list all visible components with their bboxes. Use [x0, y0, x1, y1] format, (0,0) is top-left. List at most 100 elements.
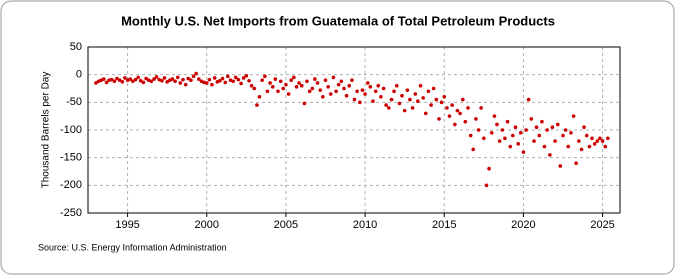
data-point: [365, 81, 370, 85]
data-point: [495, 122, 499, 127]
data-point: [257, 95, 262, 99]
data-point: [371, 99, 375, 104]
data-point: [453, 122, 457, 127]
data-point: [363, 92, 367, 96]
data-point: [178, 81, 183, 85]
data-point: [197, 77, 201, 81]
data-point: [503, 136, 507, 141]
data-point: [511, 133, 515, 138]
data-point: [344, 93, 349, 98]
y-tick-label: -50: [66, 96, 82, 108]
data-point: [577, 139, 581, 143]
data-point: [447, 114, 452, 118]
data-point: [442, 95, 447, 99]
data-point: [276, 89, 280, 94]
data-point: [561, 133, 565, 138]
data-point: [466, 106, 470, 110]
data-point: [255, 103, 259, 107]
data-point: [392, 89, 396, 94]
data-point: [450, 103, 454, 107]
data-point: [558, 164, 563, 168]
data-point: [350, 78, 354, 82]
data-point: [223, 80, 228, 85]
data-point: [423, 111, 428, 116]
data-point: [474, 117, 478, 121]
data-point: [263, 74, 267, 79]
data-point: [99, 78, 103, 82]
data-point: [421, 96, 425, 100]
data-point: [587, 144, 592, 149]
data-point: [431, 86, 436, 91]
data-point: [183, 82, 188, 87]
data-point: [497, 139, 502, 143]
data-point: [249, 83, 254, 88]
data-point: [336, 82, 341, 87]
data-point: [505, 119, 510, 124]
data-point: [513, 125, 518, 130]
data-point: [455, 108, 460, 113]
data-point: [373, 89, 378, 94]
data-point: [603, 144, 608, 149]
y-tick-label: -150: [60, 152, 82, 164]
data-point: [445, 106, 449, 110]
data-point: [381, 86, 386, 91]
data-point: [492, 114, 497, 118]
data-point: [146, 78, 151, 82]
data-point: [384, 103, 388, 107]
data-point: [352, 97, 357, 102]
data-point: [548, 153, 552, 157]
data-point: [302, 101, 307, 106]
x-tick-label: 2010: [353, 219, 377, 231]
data-point: [281, 86, 286, 91]
data-point: [394, 83, 399, 88]
data-point: [131, 79, 135, 84]
data-point: [355, 89, 359, 94]
data-point: [416, 99, 420, 104]
data-point: [429, 103, 433, 107]
data-point: [128, 77, 133, 81]
data-point: [109, 77, 114, 82]
data-point: [299, 83, 304, 88]
data-point: [115, 76, 119, 81]
data-point: [592, 142, 597, 146]
data-point: [387, 106, 391, 110]
data-point: [434, 97, 439, 102]
data-point: [284, 82, 288, 87]
chart-title: Monthly U.S. Net Imports from Guatemala …: [121, 13, 555, 28]
data-point: [571, 114, 576, 118]
data-point: [598, 136, 602, 141]
source-note: Source: U.S. Energy Information Administ…: [38, 242, 227, 252]
data-point: [297, 81, 301, 85]
data-point: [534, 125, 539, 130]
data-point: [400, 93, 404, 98]
x-tick-label: 2025: [590, 219, 614, 231]
data-point: [376, 83, 381, 88]
data-point: [265, 89, 270, 94]
data-point: [189, 78, 193, 82]
data-point: [226, 74, 230, 79]
data-point: [136, 75, 140, 80]
data-point: [347, 83, 352, 88]
data-point: [569, 130, 573, 135]
data-point: [107, 78, 111, 82]
data-point: [563, 128, 568, 132]
data-point: [537, 133, 542, 138]
data-point: [292, 75, 296, 80]
data-point: [405, 88, 410, 92]
data-point: [358, 100, 362, 105]
data-point: [289, 78, 293, 82]
data-point: [437, 117, 441, 121]
data-point: [175, 75, 180, 80]
data-point: [313, 77, 317, 81]
data-point: [584, 133, 589, 138]
data-point: [526, 97, 531, 102]
data-point: [307, 89, 312, 94]
data-point: [239, 81, 243, 86]
data-point: [582, 125, 586, 130]
data-point: [439, 100, 444, 105]
data-point: [102, 77, 106, 81]
data-point: [553, 139, 557, 143]
data-point: [120, 80, 125, 84]
data-point: [231, 79, 235, 84]
data-point: [204, 81, 209, 85]
